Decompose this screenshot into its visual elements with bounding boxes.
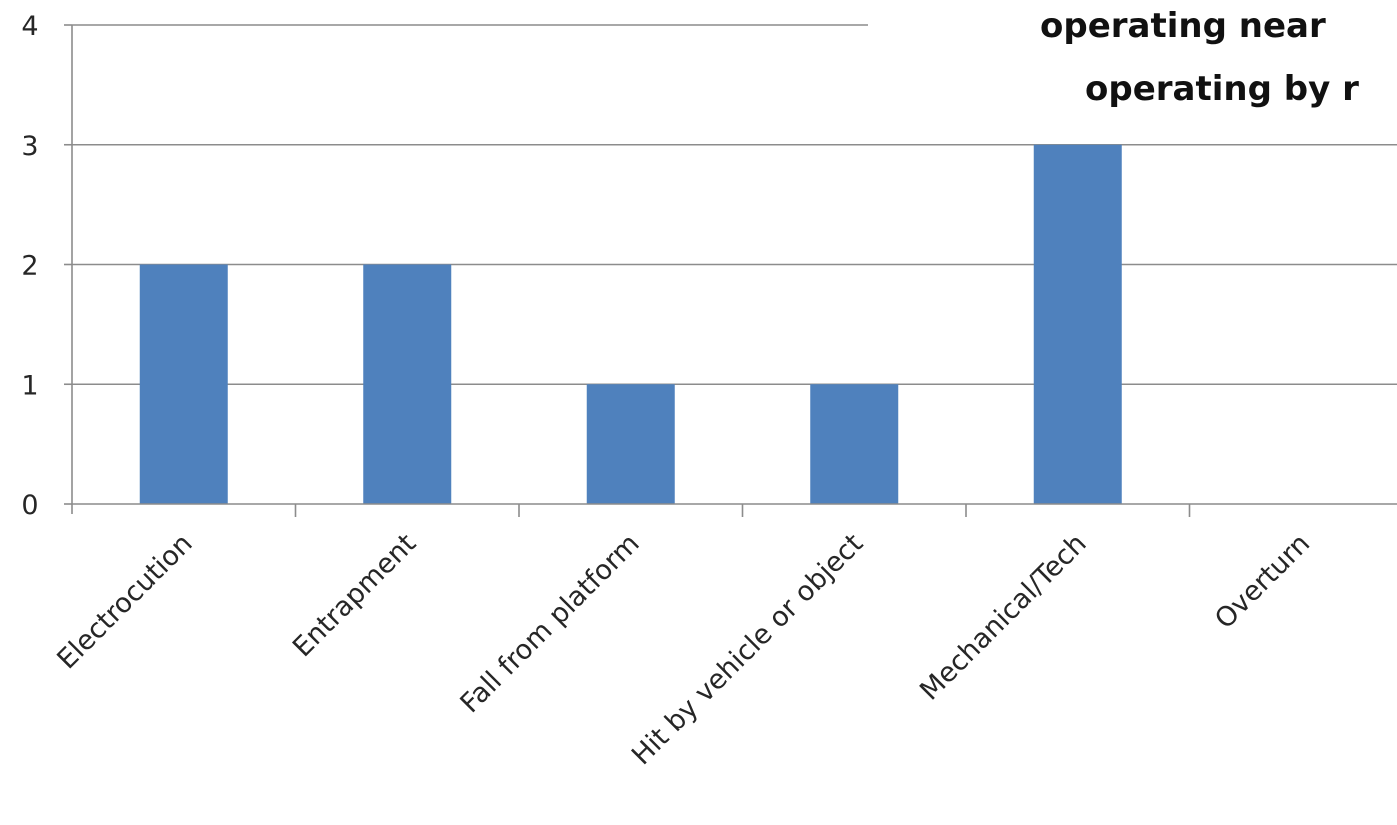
overlay-text-backdrop (870, 0, 1397, 140)
axes (71, 25, 1397, 517)
bar-hit-by-vehicle-or-object (810, 384, 899, 504)
x-tick-label: Mechanical/Tech (914, 528, 1093, 707)
overlay-text-line-1: operating near (1040, 6, 1326, 46)
y-tick-label: 1 (21, 370, 38, 401)
x-tick-label: Entrapment (287, 528, 422, 663)
x-tick-label: Overturn (1209, 528, 1316, 635)
overlay-text-line-2: operating by r (1085, 69, 1359, 109)
bar-electrocution (139, 264, 228, 504)
y-tick-label: 0 (21, 490, 38, 521)
x-tick-label: Hit by vehicle or object (626, 528, 869, 771)
bars (139, 144, 1122, 504)
bar-entrapment (363, 264, 452, 504)
bar-mechanical-tech (1033, 144, 1122, 504)
y-tick-label: 2 (21, 251, 38, 282)
gridlines (64, 24, 1397, 505)
x-tick-label: Electrocution (51, 528, 198, 675)
y-tick-label: 4 (21, 11, 38, 42)
y-tick-label: 3 (21, 131, 38, 162)
bar-fall-from-platform (586, 384, 675, 504)
x-tick-label: Fall from platform (455, 528, 646, 719)
